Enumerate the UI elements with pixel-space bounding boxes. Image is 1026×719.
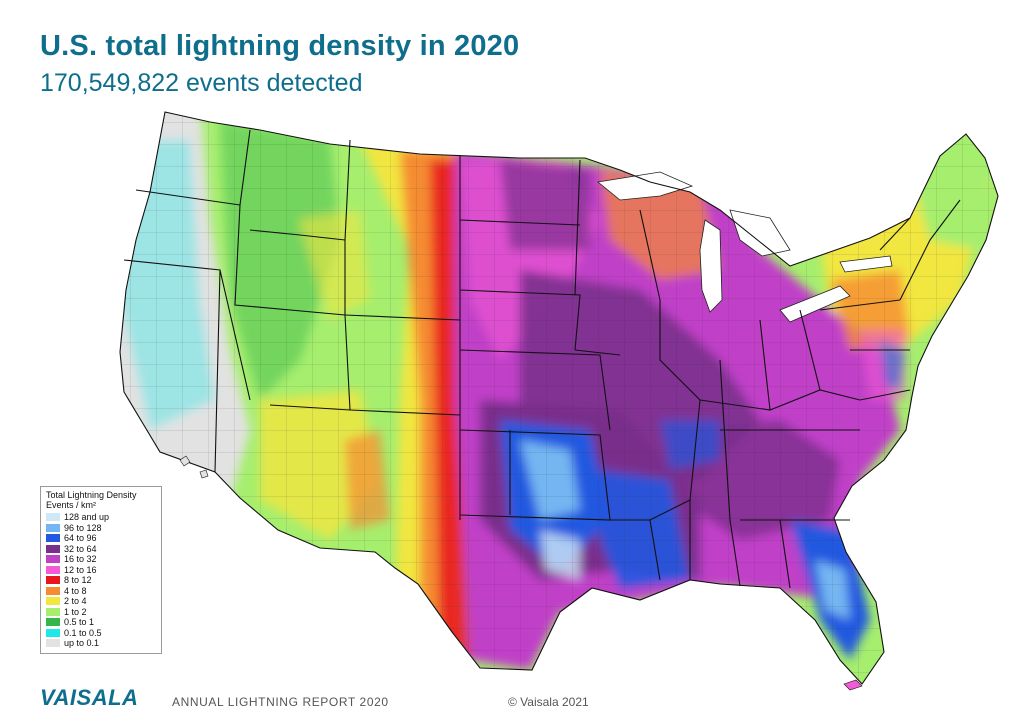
legend-label: 12 to 16 [64,564,97,575]
legend-swatch [46,565,60,574]
page-title: U.S. total lightning density in 2020 [40,30,520,62]
legend-swatch [46,618,60,627]
legend-swatch [46,576,60,585]
legend-label: up to 0.1 [64,638,100,649]
great-lakes [597,171,893,323]
page-subtitle: 170,549,822 events detected [40,69,363,97]
legend-item: up to 0.1 [46,638,157,649]
legend-item: 64 to 96 [46,533,157,544]
legend-item: 1 to 2 [46,607,157,618]
state-boundaries [119,111,999,685]
legend-label: 64 to 96 [64,533,97,544]
legend-swatch [46,544,60,553]
legend-swatch [46,628,60,637]
footer-copyright: © Vaisala 2021 [508,695,589,709]
legend-label: 96 to 128 [64,522,102,533]
legend-label: 2 to 4 [64,596,87,607]
legend-label: 0.1 to 0.5 [64,627,102,638]
legend-item: 2 to 4 [46,596,157,607]
map-legend: Total Lightning Density Events / km² 128… [40,486,162,654]
legend-label: 128 and up [64,512,110,523]
legend-label: 4 to 8 [64,585,87,596]
legend-swatch [46,555,60,564]
footer-report-title: ANNUAL LIGHTNING REPORT 2020 [172,695,389,709]
legend-swatch [46,639,60,648]
legend-item: 32 to 64 [46,544,157,555]
us-map-svg [119,111,999,691]
legend-item: 8 to 12 [46,575,157,586]
legend-item: 96 to 128 [46,523,157,534]
legend-item: 0.1 to 0.5 [46,628,157,639]
vaisala-logo: VAISALA [40,685,139,710]
legend-label: 0.5 to 1 [64,617,95,628]
legend-label: 8 to 12 [64,575,92,586]
legend-item: 12 to 16 [46,565,157,576]
legend-item: 0.5 to 1 [46,617,157,628]
coast-islands [179,455,863,691]
legend-items: 128 and up 96 to 128 64 to 96 32 to 64 16 to… [46,512,157,649]
legend-swatch [46,586,60,595]
legend-swatch [46,513,60,522]
legend-swatch [46,607,60,616]
legend-item: 16 to 32 [46,554,157,565]
legend-item: 128 and up [46,512,157,523]
legend-swatch [46,534,60,543]
legend-label: 32 to 64 [64,543,97,554]
legend-label: 1 to 2 [64,606,87,617]
legend-swatch [46,597,60,606]
legend-title: Total Lightning Density [46,490,137,500]
legend-item: 4 to 8 [46,586,157,597]
legend-unit: Events / km² [46,500,97,510]
lightning-density-map [0,100,1026,700]
legend-swatch [46,523,60,532]
legend-label: 16 to 32 [64,554,97,565]
